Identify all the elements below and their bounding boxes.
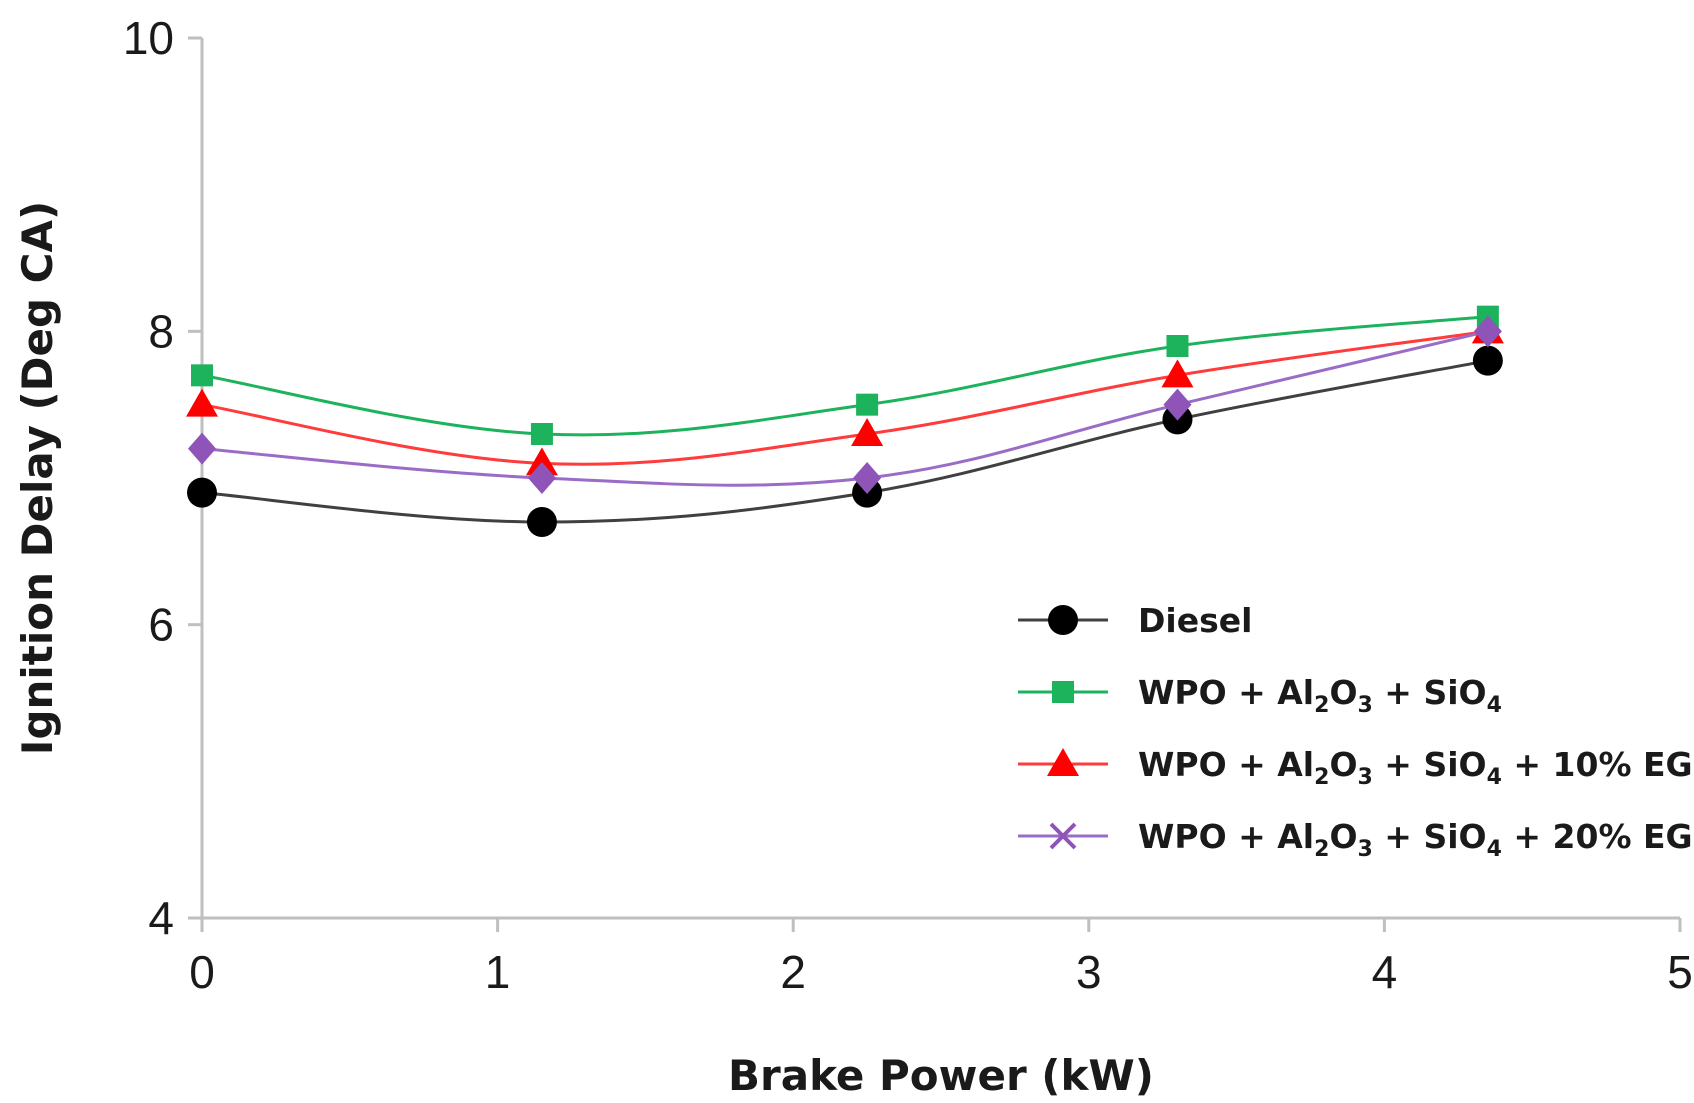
data-point-triangle [1161,359,1194,388]
legend-marker [1052,681,1074,703]
data-point-square [856,393,879,416]
legend-label: WPO + Al2​O3​ + SiO4​ [1138,673,1502,718]
data-point-circle [1472,345,1503,376]
legend-marker [1049,822,1077,850]
data-point-circle [526,507,557,537]
data-point-triangle [851,418,884,446]
legend-label: WPO + Al2​O3​ + SiO4​ + 20% EGR [1138,817,1694,862]
data-point-square [530,423,553,445]
series-line-2 [201,329,1489,466]
legend-label: Diesel [1138,601,1252,640]
ticks: 0 1 2 3 4 5 4 6 8 10 [123,12,1693,998]
series-line-0 [201,359,1489,524]
x-tick-label: 5 [1667,946,1693,998]
legend: Diesel WPO + Al2​O3​ + SiO4​ WPO + Al2​O3​… [1018,601,1694,862]
series-markers [186,305,1504,537]
legend-label: WPO + Al2​O3​ + SiO4​ + 10% EGR [1138,745,1694,790]
legend-marker [1047,748,1079,776]
y-tick-label: 6 [148,599,174,651]
data-point-triangle [525,447,558,476]
data-point-diamond [1163,388,1192,421]
data-point-square [1166,335,1189,357]
data-point-triangle [186,388,218,417]
y-axis-title: Ignition Delay (Deg CA) [13,201,62,755]
data-point-diamond [188,432,216,465]
x-tick-label: 4 [1372,946,1398,998]
data-point-circle [187,477,217,508]
x-tick-label: 0 [189,946,215,998]
y-tick-label: 8 [148,305,174,357]
data-point-diamond [527,462,556,494]
x-axis-title: Brake Power (kW) [728,1051,1154,1100]
x-tick-label: 3 [1076,946,1102,998]
y-tick-label: 4 [148,892,174,944]
y-tick-label: 10 [123,12,174,64]
x-tick-label: 2 [780,946,806,998]
series-lines [201,315,1489,524]
data-point-square [191,364,213,387]
data-point-diamond [1473,315,1502,348]
x-tick-label: 1 [485,946,511,998]
data-point-diamond [853,462,882,494]
legend-marker [1048,605,1078,635]
